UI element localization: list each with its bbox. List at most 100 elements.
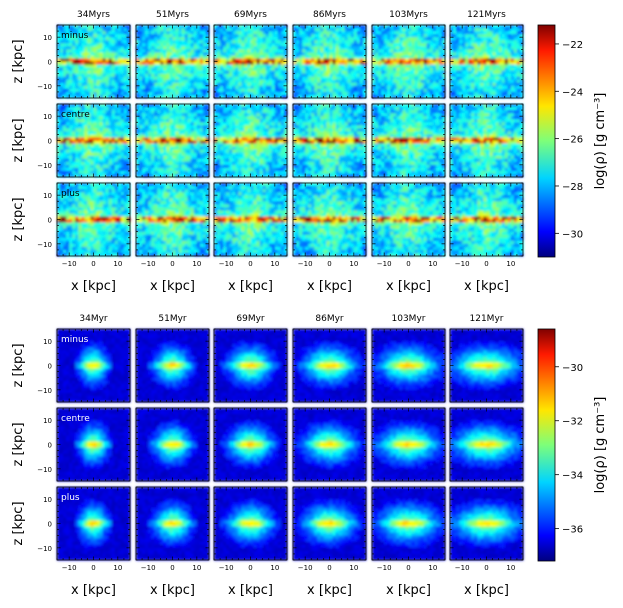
x-tick-label: 0	[248, 260, 252, 268]
density-map	[450, 25, 523, 98]
heatmap-panel	[214, 25, 287, 98]
x-tick-label: 0	[170, 260, 174, 268]
y-tick-label: 10	[43, 192, 52, 200]
y-tick-label: 10	[43, 113, 52, 121]
column-title: 51Myr	[158, 314, 187, 324]
x-tick-label: 0	[91, 260, 95, 268]
heatmap-panel	[214, 329, 287, 402]
y-axis-label: z [kpc]	[11, 501, 26, 545]
colorbar-top-bar	[538, 25, 555, 257]
density-map	[214, 183, 287, 256]
y-tick-label: −10	[37, 83, 52, 91]
x-tick-label: 10	[428, 564, 437, 572]
density-map	[214, 487, 287, 560]
column-title: 34Myrs	[77, 10, 110, 20]
heatmap-panel	[450, 183, 523, 256]
y-tick-label: 10	[43, 496, 52, 504]
heatmap-panel	[136, 104, 209, 177]
column-title: 51Myrs	[156, 10, 189, 20]
x-tick-label: 0	[484, 260, 488, 268]
row-label: centre	[61, 110, 90, 120]
y-tick-label: 10	[43, 417, 52, 425]
density-map	[214, 329, 287, 402]
x-tick-label: 10	[192, 260, 201, 268]
density-map	[293, 104, 366, 177]
row-label: minus	[61, 335, 89, 345]
heatmap-panel	[293, 183, 366, 256]
density-map	[372, 487, 445, 560]
density-map	[136, 329, 209, 402]
density-map	[293, 183, 366, 256]
x-tick-label: 10	[270, 260, 279, 268]
colorbar-top-label: log(ρ) [g cm⁻³]	[593, 93, 608, 190]
row-label: centre	[61, 414, 90, 424]
y-tick-label: 0	[48, 217, 52, 225]
heatmap-panel	[372, 25, 445, 98]
heatmap-panel	[293, 408, 366, 481]
y-axis-label: z [kpc]	[11, 197, 26, 241]
y-axis-label: z [kpc]	[11, 343, 26, 387]
x-tick-label: 10	[113, 260, 122, 268]
colorbar-tick-label: −22	[562, 40, 583, 51]
colorbar-tick-label: −36	[562, 525, 583, 536]
colorbar-tick-label: −24	[562, 87, 583, 98]
x-tick-label: −10	[298, 564, 313, 572]
x-tick-label: −10	[219, 260, 234, 268]
y-axis-label: z [kpc]	[11, 39, 26, 83]
column-title: 86Myr	[315, 314, 344, 324]
y-tick-label: −10	[37, 241, 52, 249]
y-tick-label: 0	[48, 138, 52, 146]
heatmap-panel	[450, 487, 523, 560]
row-label: plus	[61, 493, 80, 503]
x-axis-label: x [kpc]	[464, 583, 509, 598]
heatmap-panel	[450, 104, 523, 177]
colorbar-tick-label: −26	[562, 135, 583, 146]
heatmap-panel	[136, 25, 209, 98]
density-map	[136, 487, 209, 560]
x-tick-label: 10	[506, 564, 515, 572]
x-tick-label: −10	[455, 260, 470, 268]
x-axis-label: x [kpc]	[71, 583, 116, 598]
x-axis-label: x [kpc]	[386, 279, 431, 294]
density-map	[293, 408, 366, 481]
x-tick-label: 10	[428, 260, 437, 268]
x-tick-label: 0	[91, 564, 95, 572]
x-axis-label: x [kpc]	[71, 279, 116, 294]
colorbar-tick-label: −30	[562, 363, 583, 374]
y-tick-label: 0	[48, 59, 52, 67]
density-map	[136, 25, 209, 98]
density-map	[136, 408, 209, 481]
density-map	[136, 183, 209, 256]
column-title: 69Myrs	[234, 10, 267, 20]
x-tick-label: 10	[349, 564, 358, 572]
column-title: 121Myr	[470, 314, 504, 324]
density-map	[372, 104, 445, 177]
x-tick-label: 10	[270, 564, 279, 572]
column-title: 69Myr	[236, 314, 265, 324]
column-title: 121Myrs	[467, 10, 506, 20]
density-map	[450, 183, 523, 256]
y-tick-label: −10	[37, 545, 52, 553]
density-map	[372, 183, 445, 256]
heatmap-panel	[293, 487, 366, 560]
y-tick-label: 0	[48, 442, 52, 450]
heatmap-panel	[372, 104, 445, 177]
y-tick-label: −10	[37, 466, 52, 474]
x-tick-label: 10	[349, 260, 358, 268]
heatmap-panel	[293, 329, 366, 402]
colorbar-bottom-label: log(ρ) [g cm⁻³]	[593, 397, 608, 494]
density-map	[450, 487, 523, 560]
heatmap-panel	[136, 487, 209, 560]
density-map	[293, 329, 366, 402]
row-label: minus	[61, 31, 89, 41]
heatmap-panel	[293, 25, 366, 98]
x-tick-label: −10	[219, 564, 234, 572]
x-tick-label: −10	[62, 260, 77, 268]
colorbar-bottom: −30−32−34−36 log(ρ) [g cm⁻³]	[538, 329, 608, 561]
x-tick-label: −10	[141, 260, 156, 268]
x-tick-label: 10	[506, 260, 515, 268]
density-map	[450, 104, 523, 177]
heatmap-panel	[214, 487, 287, 560]
colorbar-bottom-bar	[538, 329, 555, 561]
x-tick-label: 0	[327, 260, 331, 268]
